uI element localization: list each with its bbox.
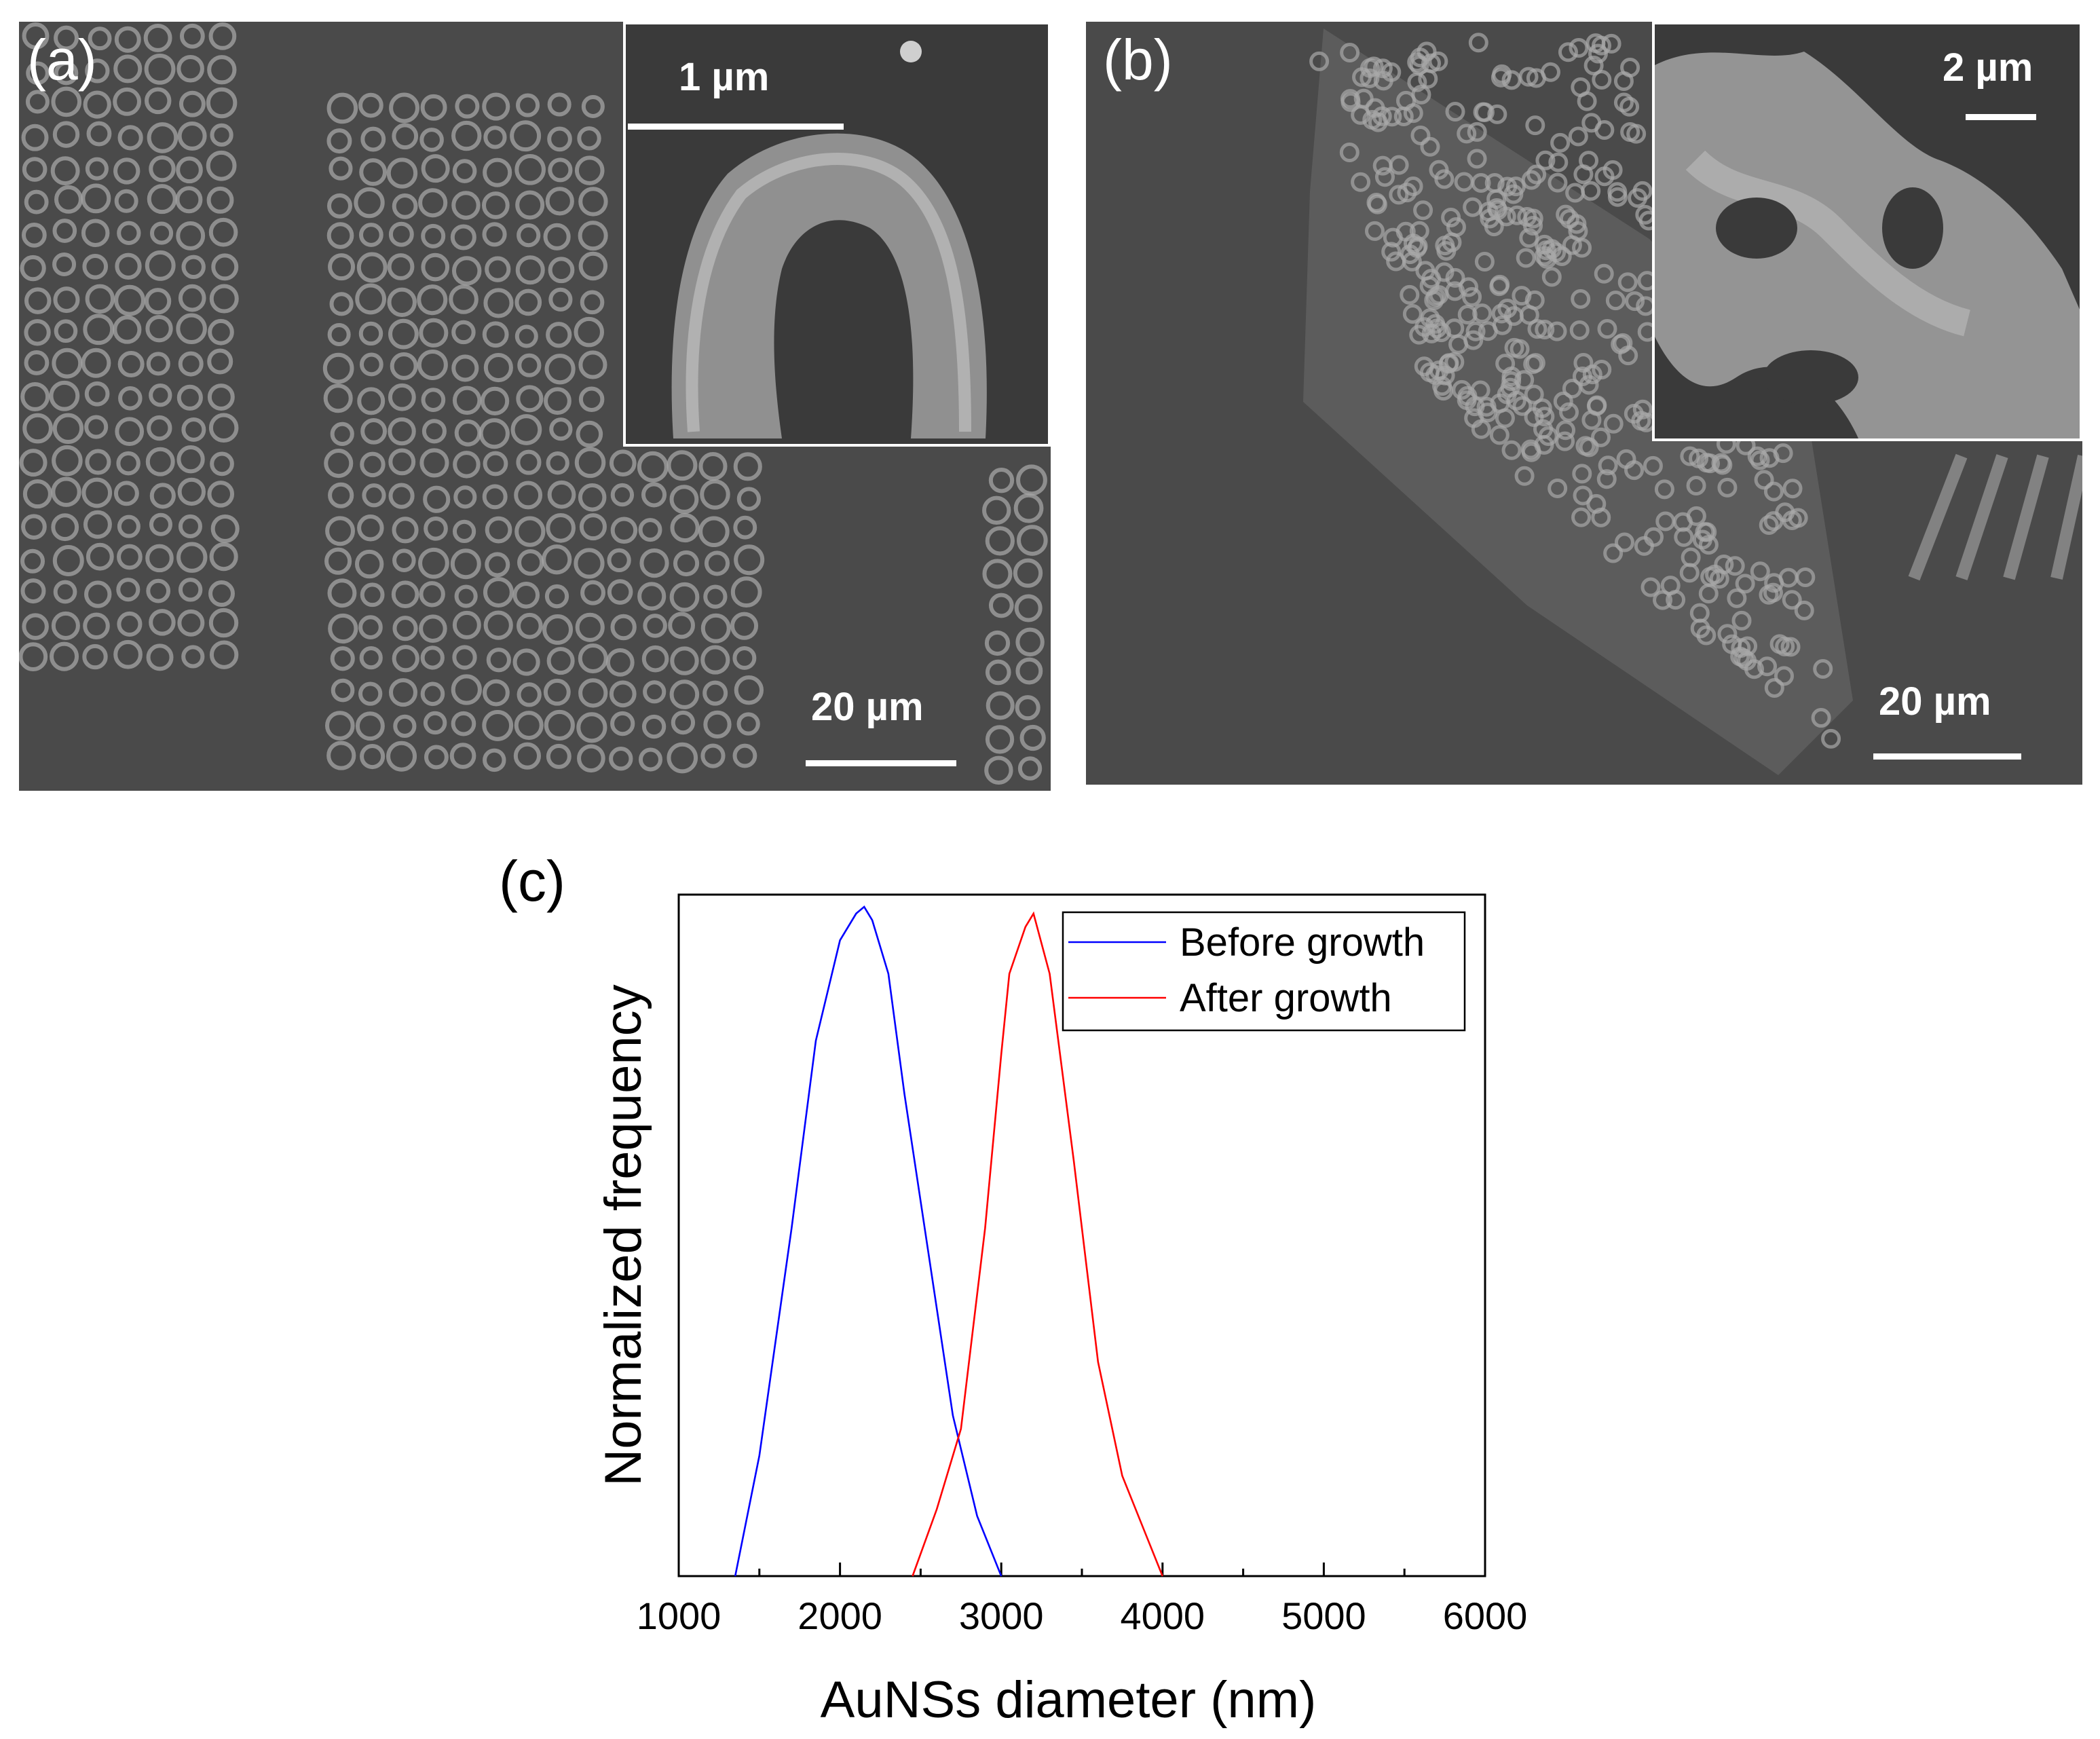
panel-label-a: (a) (27, 28, 97, 92)
sem-inset-b (1652, 22, 2082, 441)
legend-label: After growth (1180, 976, 1392, 1020)
panel-label-c: (c) (499, 849, 565, 913)
series-line-before-growth (734, 905, 1002, 1577)
scale-bar-b (1873, 753, 2021, 760)
scale-label-inset-b: 2 µm (1943, 45, 2033, 90)
plot-frame (677, 893, 1486, 1577)
sem-b-texture (1303, 29, 2082, 775)
x-tick-label: 1000 (637, 1594, 721, 1637)
scale-label-inset-a: 1 µm (679, 55, 770, 99)
series-line-after-growth (912, 911, 1164, 1577)
sem-inset-a-texture (626, 24, 1048, 444)
x-tick-label: 5000 (1281, 1594, 1366, 1637)
y-axis-label: Normalized frequency (595, 984, 652, 1486)
sem-a-texture (19, 22, 1048, 785)
scale-label-a: 20 µm (811, 685, 924, 729)
x-tick-label: 2000 (798, 1594, 882, 1637)
sem-inset-a (623, 22, 1051, 447)
scale-bar-inset-b (1966, 114, 2036, 120)
scale-label-b: 20 µm (1879, 679, 1991, 724)
sem-inset-b-texture (1655, 24, 2080, 438)
scale-bar-inset-a (628, 124, 844, 130)
x-tick-label: 6000 (1443, 1594, 1528, 1637)
scale-bar-a (806, 760, 956, 766)
x-axis-label: AuNSs diameter (nm) (821, 1671, 1317, 1729)
x-tick-label: 3000 (959, 1594, 1044, 1637)
legend-box (1062, 911, 1466, 1032)
panel-label-b: (b) (1103, 28, 1173, 92)
x-tick-label: 4000 (1121, 1594, 1205, 1637)
legend-label: Before growth (1180, 920, 1425, 965)
